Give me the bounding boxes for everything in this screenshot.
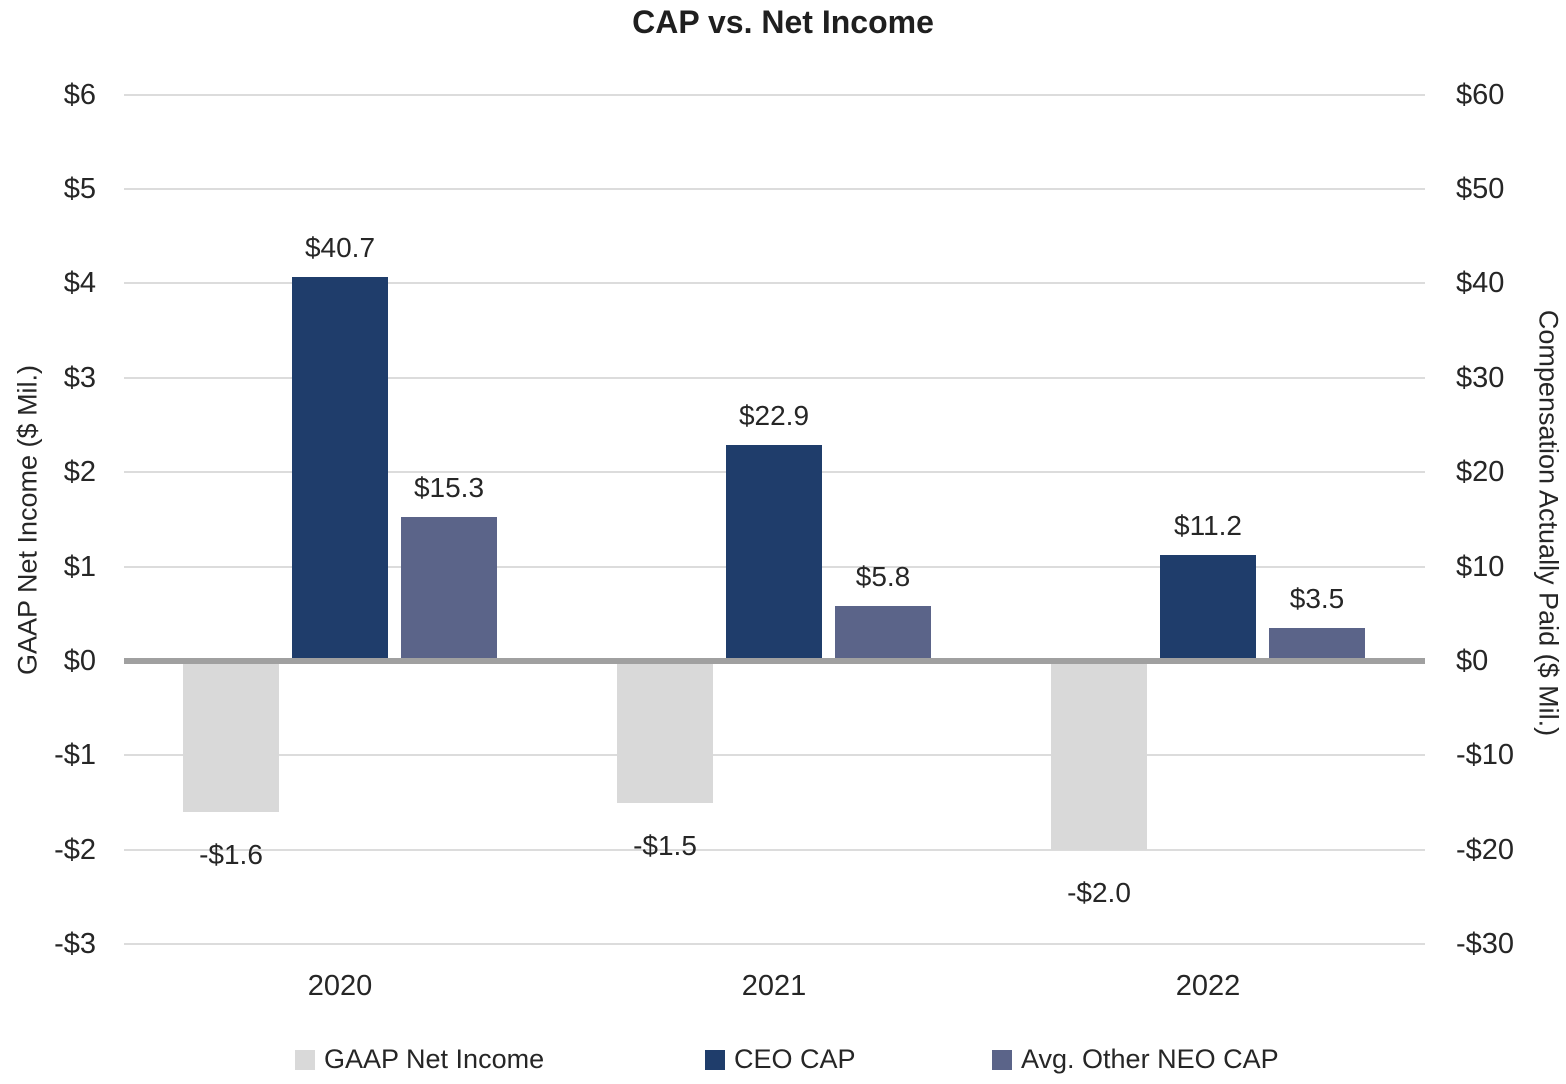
legend-item-avg-other-neo-cap: Avg. Other NEO CAP <box>992 1044 1279 1075</box>
bar-value-label-gaap-net-income-2020: -$1.6 <box>199 839 263 871</box>
legend-swatch-icon <box>295 1049 315 1070</box>
gridline <box>124 282 1425 285</box>
x-axis-label-2021: 2021 <box>741 970 807 1002</box>
bar-avg-other-neo-cap-2021 <box>835 606 931 661</box>
right-axis-tick: $0 <box>1456 644 1489 677</box>
bar-value-label-ceo-cap-2021: $22.9 <box>738 399 810 431</box>
bar-avg-other-neo-cap-2020 <box>401 516 497 661</box>
bar-value-label-avg-other-neo-cap-2021: $5.8 <box>855 561 911 593</box>
bar-value-label-ceo-cap-2022: $11.2 <box>1174 510 1242 542</box>
bar-value-label-avg-other-neo-cap-2020: $15.3 <box>413 471 485 503</box>
right-axis-tick: -$30 <box>1456 928 1515 961</box>
bar-ceo-cap-2021 <box>726 444 822 661</box>
legend-item-label: GAAP Net Income <box>324 1044 545 1074</box>
bar-gaap-net-income-2020 <box>183 661 279 813</box>
left-axis-tick: -$2 <box>54 833 96 866</box>
bar-ceo-cap-2022 <box>1160 555 1256 661</box>
left-axis-tick: -$3 <box>54 928 96 961</box>
right-axis-tick: $50 <box>1456 172 1505 205</box>
bar-gaap-net-income-2021 <box>617 661 713 803</box>
chart-title: CAP vs. Net Income <box>632 4 934 40</box>
bar-value-label-gaap-net-income-2022: -$2.0 <box>1067 876 1131 908</box>
bar-value-label-ceo-cap-2020: $40.7 <box>304 231 376 263</box>
legend-item-label: CEO CAP <box>734 1044 856 1074</box>
left-axis-tick: -$1 <box>54 739 96 772</box>
right-axis-tick: $10 <box>1456 550 1505 583</box>
right-axis-tick: -$20 <box>1456 833 1515 866</box>
left-axis-tick: $2 <box>63 456 96 489</box>
gridline <box>124 376 1425 379</box>
legend-swatch-icon <box>992 1049 1012 1070</box>
gridline <box>124 187 1425 190</box>
bar-avg-other-neo-cap-2022 <box>1269 627 1365 661</box>
zero-axis-line <box>124 658 1425 664</box>
left-axis-tick: $3 <box>63 361 96 394</box>
gridline <box>124 93 1425 96</box>
right-axis-tick: $30 <box>1456 361 1505 394</box>
bar-value-label-gaap-net-income-2021: -$1.5 <box>633 829 697 861</box>
bar-ceo-cap-2020 <box>292 276 388 661</box>
left-axis-tick: $0 <box>63 644 96 677</box>
bar-gaap-net-income-2022 <box>1051 661 1147 850</box>
gridline <box>124 848 1425 851</box>
legend-item-ceo-cap: CEO CAP <box>705 1044 856 1075</box>
right-axis-tick: $20 <box>1456 456 1505 489</box>
x-axis-label-2022: 2022 <box>1175 970 1241 1002</box>
right-axis-tick: $40 <box>1456 267 1505 300</box>
right-axis-tick: $60 <box>1456 78 1505 111</box>
x-axis-label-2020: 2020 <box>307 970 373 1002</box>
left-axis-tick: $6 <box>63 78 96 111</box>
bar-value-label-avg-other-neo-cap-2022: $3.5 <box>1289 582 1345 614</box>
legend-swatch-icon <box>705 1049 725 1070</box>
left-axis-tick: $5 <box>63 172 96 205</box>
legend-item-gaap-net-income: GAAP Net Income <box>295 1044 544 1075</box>
left-axis-tick: $1 <box>63 550 96 583</box>
gridline <box>124 754 1425 757</box>
left-axis-tick: $4 <box>63 267 96 300</box>
gridline <box>124 943 1425 946</box>
right-axis-tick: -$10 <box>1456 739 1515 772</box>
legend-item-label: Avg. Other NEO CAP <box>1021 1044 1279 1074</box>
